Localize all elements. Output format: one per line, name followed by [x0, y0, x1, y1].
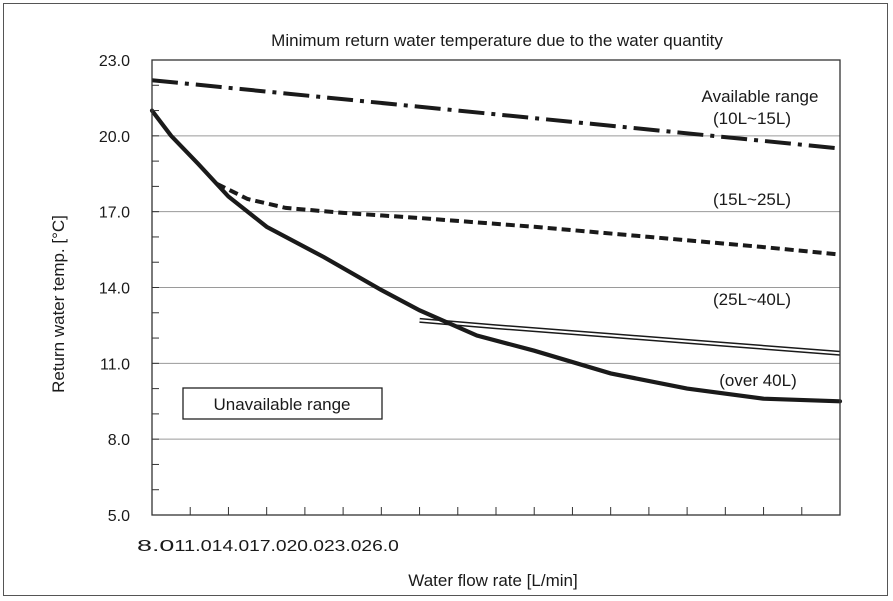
- y-axis-label: Return water temp. [°C]: [49, 215, 68, 393]
- series-line-15-25l: [216, 182, 841, 257]
- plot-border: [151, 59, 841, 516]
- series-line-over-40l: [149, 108, 843, 404]
- x-tick-label: 8.0: [137, 538, 175, 555]
- y-axis-ticks: 5.0 8.0 11.0 14.0 17.0 20.0 23.0: [99, 53, 130, 525]
- x-tick-label: 14.0: [212, 538, 250, 555]
- x-tick-label: 11.0: [174, 538, 212, 555]
- y-tick-label: 23.0: [99, 53, 130, 70]
- series-line-25-40l-inner: [419, 319, 841, 355]
- y-tick-label: 11.0: [100, 356, 130, 373]
- series-line-10-15l: [151, 78, 841, 151]
- label-over-40l: (over 40L): [719, 371, 796, 390]
- label-15-25l: (15L~25L): [713, 190, 791, 209]
- unavailable-range-label: Unavailable range: [213, 395, 350, 414]
- x-tick-label: 26.0: [361, 538, 399, 555]
- x-axis-ticks: 8.0 11.0 14.0 17.0 20.0 23.0 26.0: [137, 538, 399, 555]
- x-tick-label: 23.0: [324, 538, 362, 555]
- chart-frame: [3, 3, 888, 596]
- y-tick-label: 17.0: [99, 205, 130, 222]
- y-tick-label: 20.0: [99, 129, 130, 146]
- label-10-15l: (10L~15L): [713, 109, 791, 128]
- label-25-40l: (25L~40L): [713, 290, 791, 309]
- series-lines: [149, 78, 843, 404]
- x-axis-label: Water flow rate [L/min]: [408, 571, 577, 590]
- axes: [151, 59, 841, 516]
- y-tick-label: 5.0: [108, 508, 130, 525]
- x-tick-label: 17.0: [249, 538, 287, 555]
- chart-title: Minimum return water temperature due to …: [271, 31, 723, 50]
- y-tick-label: 14.0: [99, 281, 130, 298]
- x-tick-label: 20.0: [287, 538, 325, 555]
- label-available-range: Available range: [702, 87, 819, 106]
- y-tick-label: 8.0: [108, 432, 130, 449]
- series-labels: Available range (10L~15L) (15L~25L) (25L~40…: [702, 87, 819, 390]
- unavailable-range-box: [182, 387, 383, 420]
